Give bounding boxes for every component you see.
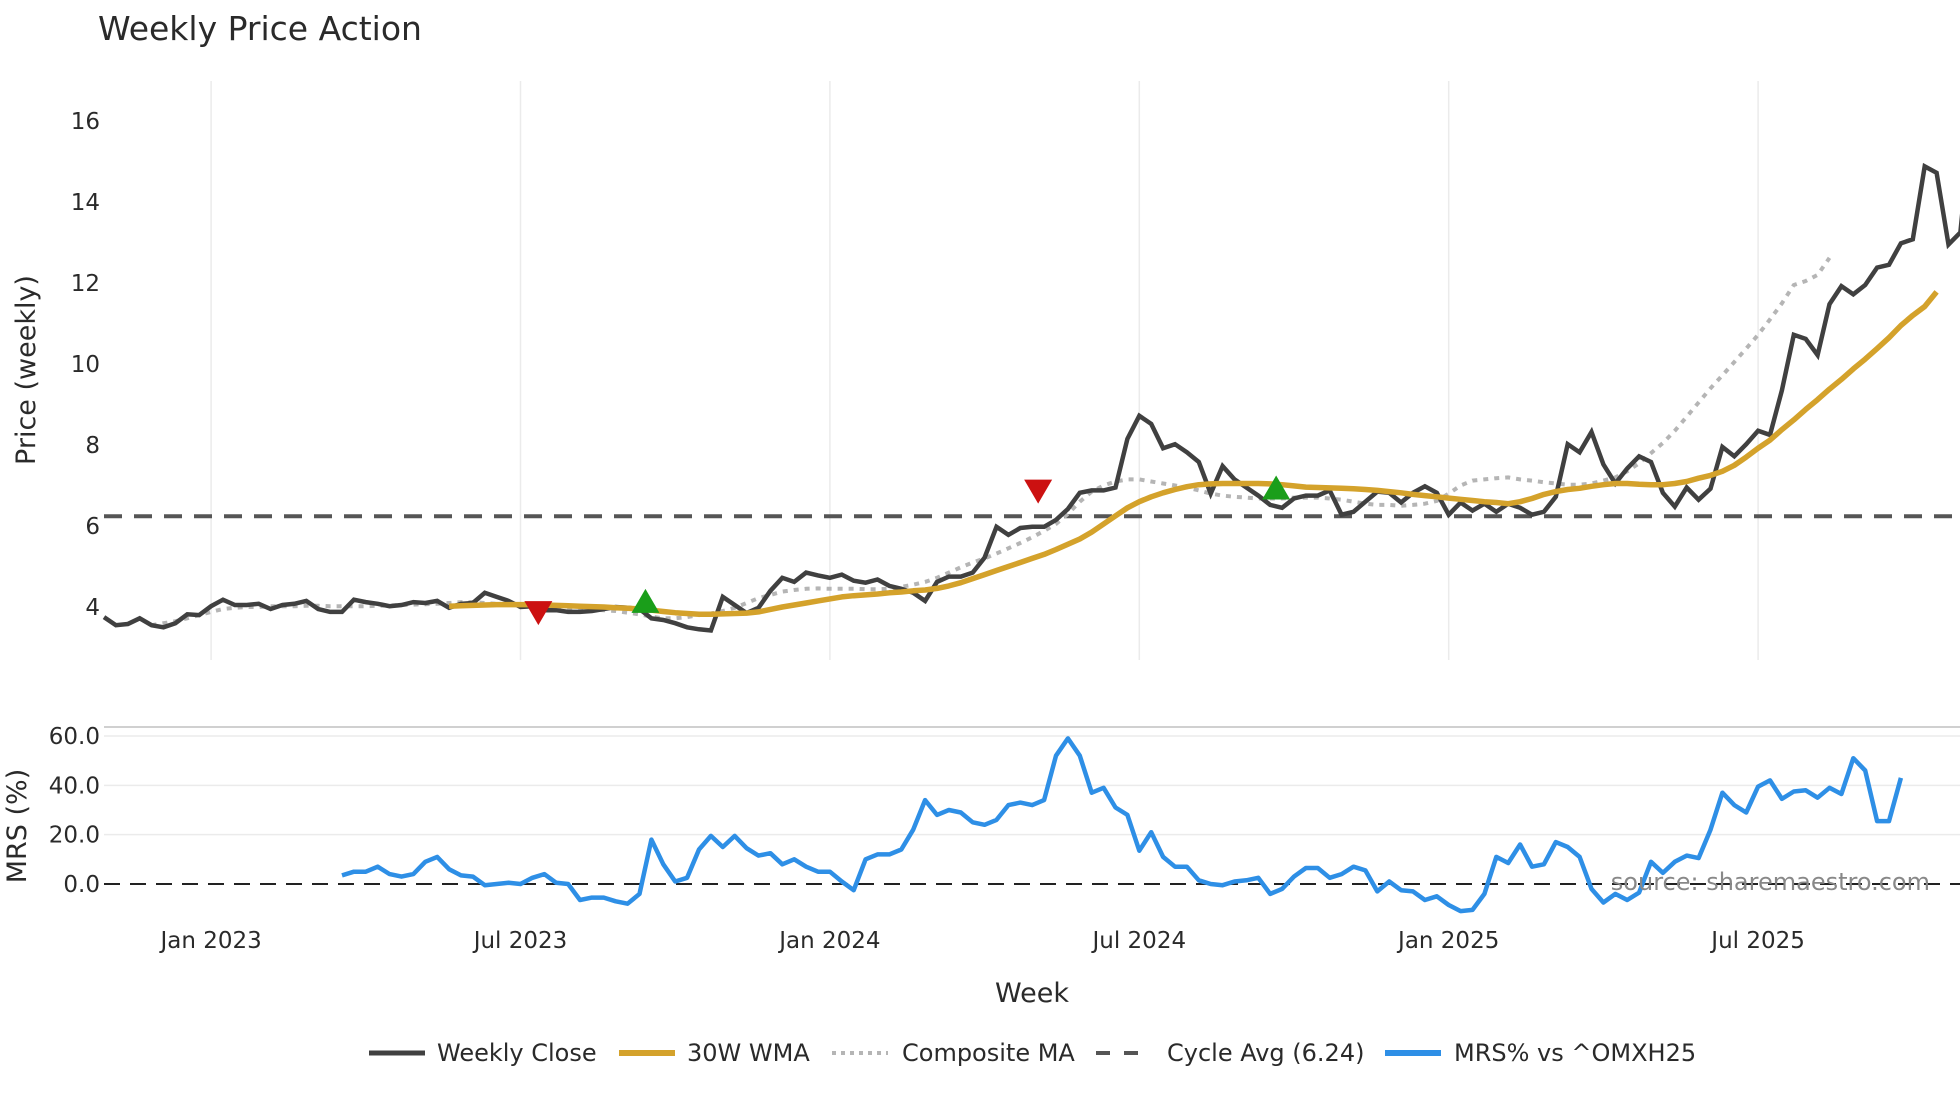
mrs-y-ticks: 0.0 20.0 40.0 60.0 [49, 724, 100, 898]
price-lines [102, 162, 1960, 633]
x-axis-label: Week [995, 978, 1069, 1009]
y-tick-label: 20.0 [49, 823, 100, 849]
y-tick-label: 14 [71, 190, 100, 216]
chart-title: Weekly Price Action [98, 9, 422, 48]
weekly-close-line [102, 162, 1960, 633]
legend-label: Composite MA [902, 1039, 1075, 1067]
y-tick-label: 60.0 [49, 724, 100, 750]
legend-item-cycle-avg[interactable]: Cycle Avg (6.24) [1096, 1039, 1364, 1067]
y-tick-label: 16 [71, 109, 100, 135]
legend-label: 30W WMA [687, 1039, 810, 1067]
mrs-line [341, 736, 1904, 914]
y-tick-label: 8 [85, 433, 100, 459]
legend-label: MRS% vs ^OMXH25 [1454, 1039, 1696, 1067]
legend-item-composite-ma[interactable]: Composite MA [832, 1039, 1075, 1067]
y-tick-label: 4 [85, 595, 100, 621]
x-tick-label: Jan 2025 [1396, 928, 1499, 954]
buy-marker-icon [631, 588, 660, 613]
legend-item-30w-wma[interactable]: 30W WMA [619, 1039, 810, 1067]
x-tick-label: Jul 2025 [1709, 928, 1805, 954]
composite-ma-line [151, 256, 1832, 628]
legend: Weekly Close 30W WMA Composite MA Cycle … [369, 1039, 1696, 1067]
price-grid [210, 81, 1759, 660]
y-tick-label: 6 [85, 514, 100, 540]
x-tick-label: Jan 2023 [158, 928, 261, 954]
x-ticks: Jan 2023 Jul 2023 Jan 2024 Jul 2024 Jan 2025… [158, 928, 1804, 954]
legend-item-weekly-close[interactable]: Weekly Close [369, 1039, 597, 1067]
x-tick-label: Jul 2024 [1090, 928, 1186, 954]
price-y-label: Price (weekly) [11, 275, 42, 465]
legend-label: Cycle Avg (6.24) [1167, 1039, 1364, 1067]
mrs-grid [104, 726, 1960, 836]
legend-label: Weekly Close [437, 1039, 597, 1067]
x-tick-label: Jul 2023 [472, 928, 568, 954]
y-tick-label: 40.0 [49, 773, 100, 799]
y-tick-label: 10 [71, 352, 100, 378]
signal-markers [524, 475, 1291, 626]
mrs-y-label: MRS (%) [2, 769, 33, 884]
x-tick-label: Jan 2024 [777, 928, 880, 954]
sell-marker-icon [1024, 479, 1053, 504]
mrs-lines [104, 736, 1960, 914]
price-y-ticks: 4 6 8 10 12 14 16 [71, 109, 100, 621]
y-tick-label: 12 [71, 271, 100, 297]
y-tick-label: 0.0 [63, 872, 100, 898]
watermark: source: sharemaestro.com [1611, 868, 1930, 896]
buy-marker-icon [1262, 475, 1291, 500]
wma-line [449, 290, 1939, 618]
sell-marker-icon [524, 601, 553, 626]
legend-item-mrs[interactable]: MRS% vs ^OMXH25 [1385, 1039, 1696, 1067]
